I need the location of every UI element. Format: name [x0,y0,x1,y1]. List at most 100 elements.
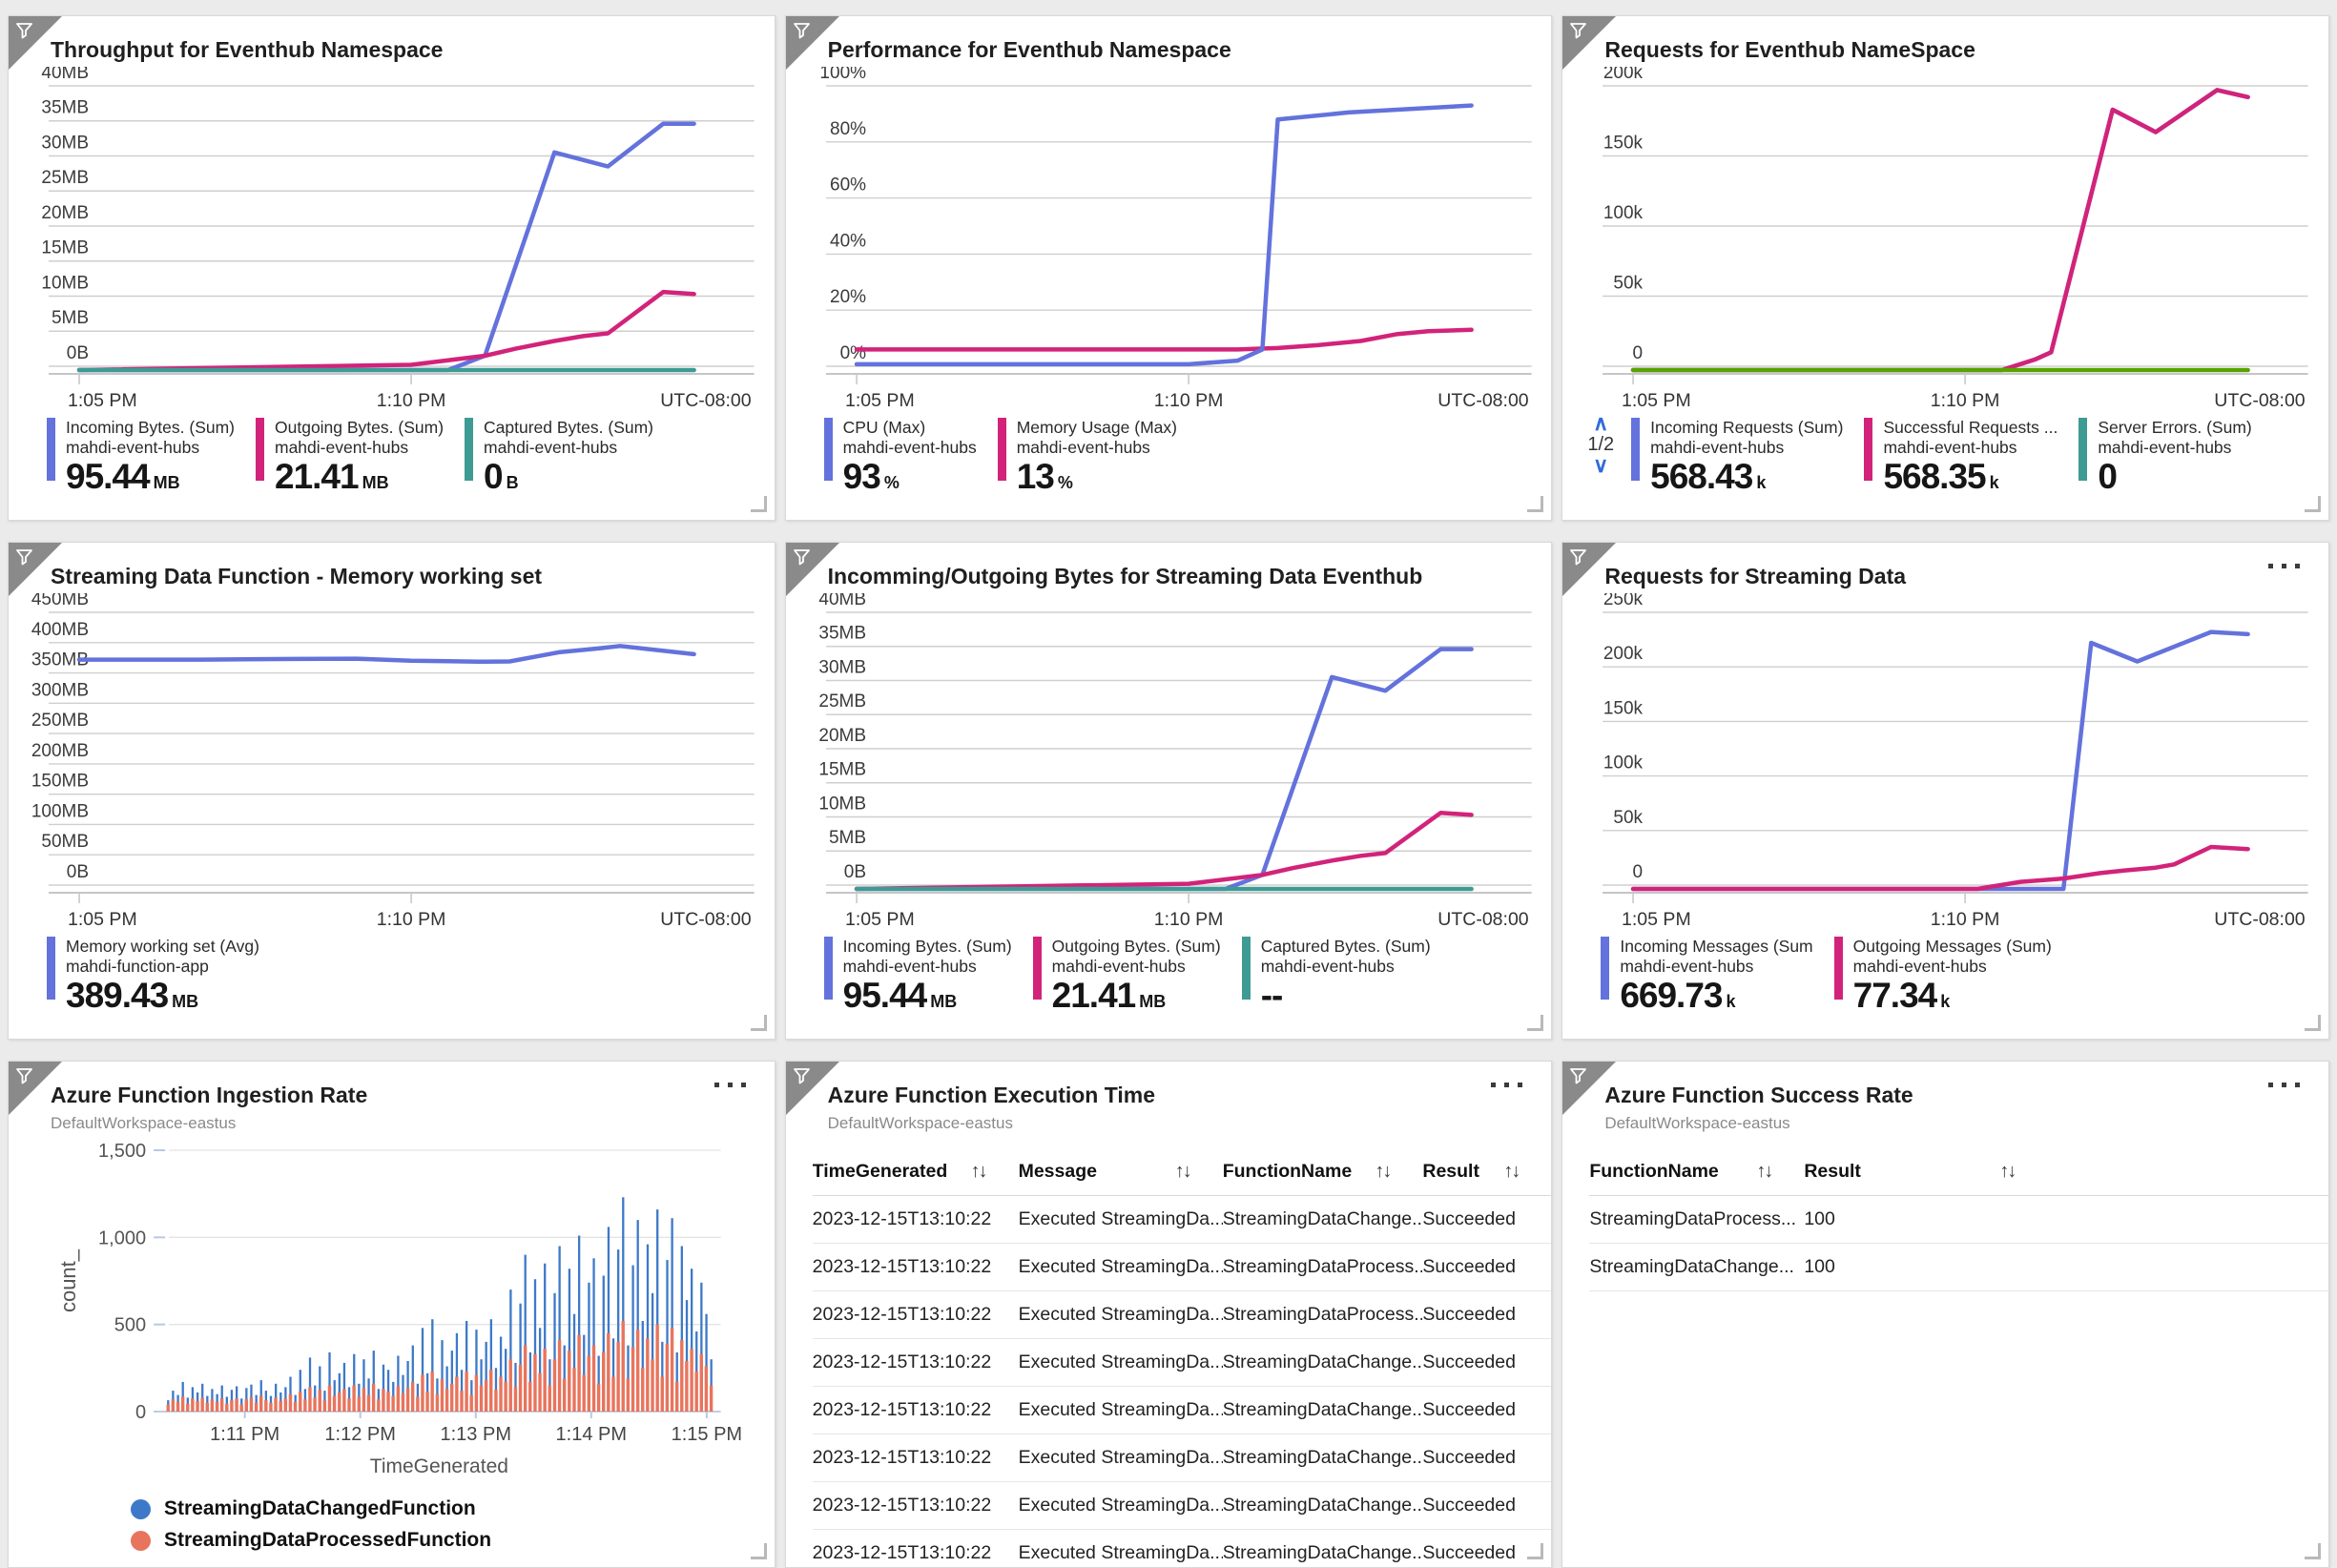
legend-item[interactable]: Successful Requests ... mahdi-event-hubs 5… [1864,418,2058,496]
chart: 1,500 1,000 500 0 count_ 1:11 PM 1:12 PM 1:13 P… [9,1133,775,1492]
legend-unit: MB [172,991,199,1011]
filter-badge[interactable] [785,543,839,596]
table-cell: Succeeded [1422,1447,1516,1468]
svg-text:250MB: 250MB [31,711,89,731]
resize-handle[interactable] [1527,1543,1544,1559]
legend-item[interactable]: Incoming Bytes. (Sum) mahdi-event-hubs 95.… [823,937,1012,1015]
svg-text:1:15 PM: 1:15 PM [672,1424,743,1445]
legend-color-bar [997,418,1006,481]
resize-handle[interactable] [750,496,767,512]
filter-badge[interactable] [1562,16,1617,70]
table-row[interactable]: 2023-12-15T13:10:22 Executed StreamingDa.… [812,1291,1552,1339]
column-header-functionname[interactable]: FunctionName ↑↓ [1223,1148,1423,1195]
table-cell: 2023-12-15T13:10:22 [812,1542,992,1563]
svg-text:1:05 PM: 1:05 PM [1622,909,1691,930]
legend-series-label: StreamingDataProcessedFunction [164,1529,492,1551]
filter-badge[interactable] [785,1062,839,1115]
sort-icon[interactable]: ↑↓ [1375,1161,1392,1182]
legend-item[interactable]: StreamingDataChangedFunction [131,1497,775,1520]
legend-item[interactable]: Server Errors. (Sum) mahdi-event-hubs 0 [2078,418,2252,496]
resize-handle[interactable] [1527,1015,1544,1031]
legend-item[interactable]: Incoming Bytes. (Sum) mahdi-event-hubs 95.… [47,418,235,496]
svg-text:40%: 40% [830,231,866,251]
sort-icon[interactable]: ↑↓ [1503,1161,1520,1182]
table-row[interactable]: 2023-12-15T13:10:22 Executed StreamingDa.… [812,1196,1552,1244]
funnel-icon [1570,1068,1587,1084]
funnel-icon [1570,23,1587,39]
filter-badge[interactable] [1562,1062,1617,1115]
table-row[interactable]: StreamingDataChange... 100 [1589,1244,2328,1291]
filter-badge[interactable] [9,543,62,596]
menu-dot [2295,564,2300,568]
legend-item[interactable]: Outgoing Bytes. (Sum) mahdi-event-hubs 21.… [256,418,444,496]
series-pink [854,810,1474,892]
page-down-icon[interactable]: ∨ [1593,453,1609,477]
svg-text:1:05 PM: 1:05 PM [68,909,137,930]
table-row[interactable]: 2023-12-15T13:10:22 Executed StreamingDa.… [812,1387,1552,1434]
legend-metric-label: Captured Bytes. (Sum) [1260,937,1431,956]
chart: 450MB 400MB 350MB 300MB 250MB 200MB 150MB 100MB… [9,589,775,935]
filter-badge[interactable] [9,1062,62,1115]
legend-item[interactable]: Outgoing Bytes. (Sum) mahdi-event-hubs 21.… [1032,937,1221,1015]
resize-handle[interactable] [2305,496,2321,512]
more-menu-icon[interactable] [1491,1083,1523,1087]
column-header-result[interactable]: Result ↑↓ [1422,1148,1551,1195]
legend-item[interactable]: Captured Bytes. (Sum) mahdi-event-hubs -- [1241,937,1431,1015]
legend-item[interactable]: CPU (Max) mahdi-event-hubs 93% [823,418,977,496]
table-row[interactable]: 2023-12-15T13:10:22 Executed StreamingDa.… [812,1339,1552,1387]
sort-icon[interactable]: ↑↓ [1756,1161,1773,1182]
legend-metric-label: Memory Usage (Max) [1016,418,1177,437]
page-up-icon[interactable]: ∧ [1593,411,1609,435]
column-header-functionname[interactable]: FunctionName ↑↓ [1589,1148,1804,1195]
svg-text:100k: 100k [1603,753,1644,774]
column-header-message[interactable]: Message ↑↓ [1019,1148,1223,1195]
filter-badge[interactable] [785,16,839,70]
more-menu-icon[interactable] [2268,564,2300,568]
legend-item[interactable]: Memory Usage (Max) mahdi-event-hubs 13% [997,418,1177,496]
menu-dot [740,1083,746,1087]
resize-handle[interactable] [2305,1015,2321,1031]
table-cell: Succeeded [1422,1399,1516,1420]
resize-handle[interactable] [750,1543,767,1559]
panel-title: Azure Function Ingestion Rate [51,1083,368,1107]
legend-value: -- [1260,975,1284,1015]
resize-handle[interactable] [1527,496,1544,512]
svg-text:300MB: 300MB [31,680,89,700]
table-row[interactable]: 2023-12-15T13:10:22 Executed StreamingDa.… [812,1244,1552,1291]
legend-resource-label: mahdi-event-hubs [484,438,618,458]
legend-value: 77.34 k [1852,975,1951,1015]
legend-item[interactable]: Captured Bytes. (Sum) mahdi-event-hubs 0 B [465,418,653,496]
legend-resource-label: mahdi-event-hubs [1650,438,1785,458]
legend-item[interactable]: Incoming Requests (Sum) mahdi-event-hubs 5… [1631,418,1843,496]
table-cell: Succeeded [1422,1495,1516,1516]
column-header-timegenerated[interactable]: TimeGenerated ↑↓ [813,1148,1019,1195]
sort-icon[interactable]: ↑↓ [970,1161,988,1182]
table-cell: Executed StreamingDa... [1018,1351,1223,1372]
legend-item[interactable]: Memory working set (Avg) mahdi-function-a… [47,937,259,1015]
column-header-result[interactable]: Result ↑↓ [1804,1148,2047,1195]
table-row[interactable]: StreamingDataProcess... 100 [1589,1196,2328,1244]
resize-handle[interactable] [750,1015,767,1031]
legend-item[interactable]: Outgoing Messages (Sum) mahdi-event-hubs 7… [1833,937,2052,1015]
data-table: FunctionName ↑↓ Result ↑↓ StreamingDataProce… [1589,1148,2328,1291]
sort-icon[interactable]: ↑↓ [1174,1161,1192,1182]
chart: 100% 80% 60% 40% 20% 0% 1:05 PM 1:10 PM UTC-08:0… [786,63,1552,416]
filter-badge[interactable] [1562,543,1617,596]
legend-color-bar [47,937,55,1000]
panel-title: Azure Function Execution Time [827,1083,1155,1107]
legend-resource-label: mahdi-function-app [66,957,209,977]
svg-text:UTC-08:00: UTC-08:00 [660,909,752,930]
table-row[interactable]: 2023-12-15T13:10:22 Executed StreamingDa.… [812,1482,1552,1530]
table-cell: StreamingDataChange... [1222,1447,1423,1468]
resize-handle[interactable] [2305,1543,2321,1559]
legend-item[interactable]: Incoming Messages (Sum mahdi-event-hubs 66… [1601,937,1813,1015]
table-row[interactable]: 2023-12-15T13:10:22 Executed StreamingDa.… [812,1434,1552,1482]
more-menu-icon[interactable] [2268,1083,2300,1087]
table-row[interactable]: 2023-12-15T13:10:22 Executed StreamingDa.… [812,1530,1552,1567]
more-menu-icon[interactable] [714,1083,746,1087]
svg-text:0B: 0B [67,862,89,882]
filter-badge[interactable] [9,16,62,70]
legend-item[interactable]: StreamingDataProcessedFunction [131,1529,775,1552]
sort-icon[interactable]: ↑↓ [1999,1161,2016,1182]
